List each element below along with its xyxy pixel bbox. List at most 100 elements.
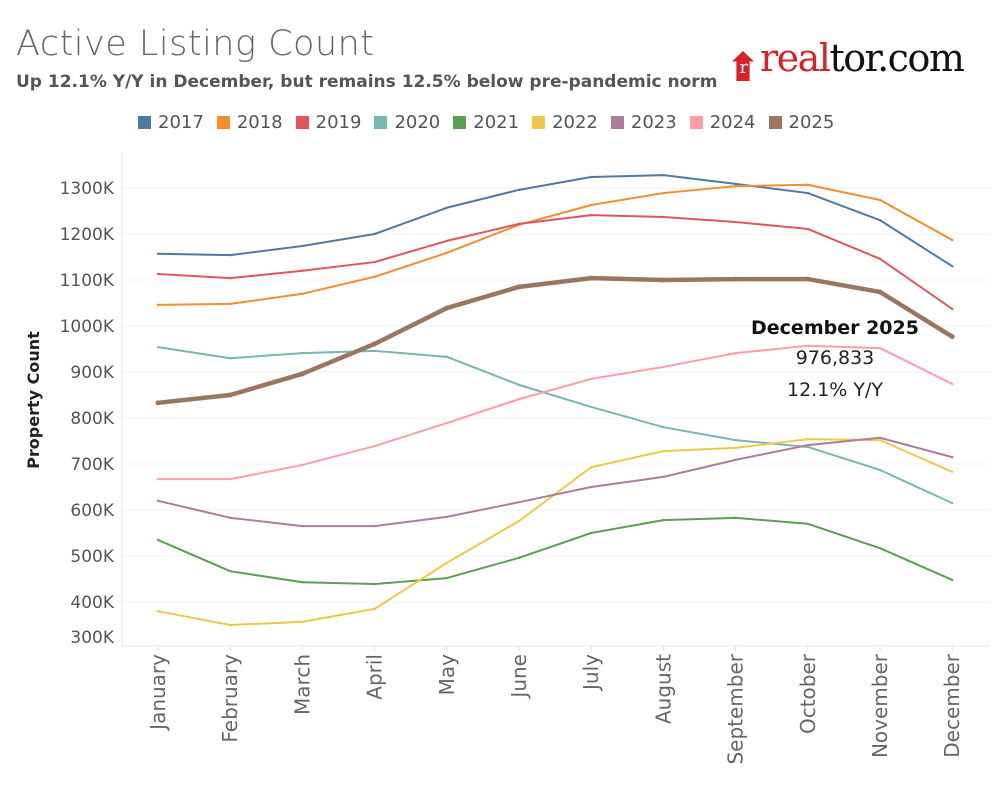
- data-point-2024[interactable]: [373, 444, 376, 448]
- data-point-2024[interactable]: [229, 477, 232, 481]
- data-point-2018[interactable]: [301, 292, 304, 295]
- data-point-2019[interactable]: [662, 215, 665, 219]
- data-point-2017[interactable]: [517, 188, 521, 192]
- data-point-2024[interactable]: [951, 382, 954, 386]
- data-point-2017[interactable]: [229, 253, 232, 257]
- data-point-2021[interactable]: [229, 569, 232, 573]
- data-point-2025[interactable]: [588, 275, 594, 281]
- data-point-2021[interactable]: [445, 576, 448, 580]
- data-point-2025[interactable]: [877, 289, 883, 295]
- data-point-2025[interactable]: [805, 276, 811, 282]
- data-point-2021[interactable]: [301, 581, 304, 584]
- data-point-2021[interactable]: [878, 546, 882, 550]
- data-point-2022[interactable]: [156, 610, 160, 613]
- series-line-2025[interactable]: [157, 275, 954, 406]
- data-point-2022[interactable]: [878, 438, 882, 442]
- data-point-2024[interactable]: [806, 344, 809, 347]
- data-point-2024[interactable]: [590, 377, 593, 381]
- series-line-2024[interactable]: [158, 344, 953, 481]
- data-point-2022[interactable]: [517, 519, 521, 523]
- data-point-2018[interactable]: [951, 238, 954, 242]
- data-point-2018[interactable]: [806, 183, 809, 186]
- data-point-2022[interactable]: [301, 620, 304, 623]
- data-point-2025[interactable]: [733, 276, 739, 282]
- legend-item[interactable]: 2020: [374, 112, 440, 133]
- data-point-2021[interactable]: [590, 531, 593, 535]
- data-point-2019[interactable]: [734, 220, 737, 224]
- data-point-2018[interactable]: [373, 275, 376, 278]
- data-point-2021[interactable]: [156, 538, 160, 542]
- data-point-2020[interactable]: [301, 351, 304, 355]
- data-point-2025[interactable]: [155, 400, 161, 406]
- data-point-2023[interactable]: [806, 443, 809, 447]
- data-point-2025[interactable]: [372, 341, 378, 347]
- data-point-2022[interactable]: [662, 449, 665, 453]
- data-point-2017[interactable]: [156, 252, 160, 255]
- data-point-2022[interactable]: [806, 437, 809, 441]
- data-point-2019[interactable]: [373, 260, 376, 264]
- data-point-2023[interactable]: [229, 516, 232, 520]
- data-point-2025[interactable]: [516, 284, 522, 290]
- data-point-2017[interactable]: [734, 182, 737, 186]
- data-point-2022[interactable]: [951, 470, 954, 474]
- data-point-2023[interactable]: [517, 500, 521, 504]
- data-point-2020[interactable]: [734, 438, 737, 442]
- data-point-2022[interactable]: [590, 466, 593, 469]
- legend-item[interactable]: 2019: [295, 112, 361, 133]
- data-point-2020[interactable]: [590, 405, 593, 409]
- data-point-2024[interactable]: [301, 463, 304, 467]
- data-point-2021[interactable]: [734, 516, 737, 520]
- data-point-2024[interactable]: [878, 346, 882, 350]
- data-point-2017[interactable]: [590, 175, 593, 179]
- data-point-2020[interactable]: [662, 426, 665, 429]
- data-point-2019[interactable]: [951, 307, 954, 311]
- data-point-2019[interactable]: [517, 222, 521, 226]
- data-point-2024[interactable]: [156, 477, 160, 481]
- series-line-2021[interactable]: [157, 516, 953, 586]
- data-point-2017[interactable]: [301, 244, 304, 248]
- data-point-2017[interactable]: [951, 265, 954, 268]
- data-point-2023[interactable]: [734, 458, 737, 462]
- data-point-2019[interactable]: [590, 213, 593, 217]
- data-point-2021[interactable]: [806, 522, 809, 525]
- series-line-2019[interactable]: [157, 214, 953, 310]
- data-point-2022[interactable]: [229, 623, 232, 627]
- data-point-2025[interactable]: [444, 305, 450, 311]
- data-point-2018[interactable]: [878, 198, 882, 202]
- data-point-2022[interactable]: [445, 561, 448, 565]
- data-point-2017[interactable]: [373, 232, 376, 236]
- data-point-2018[interactable]: [734, 184, 737, 188]
- data-point-2024[interactable]: [517, 397, 521, 401]
- data-point-2020[interactable]: [878, 468, 882, 472]
- data-point-2020[interactable]: [806, 445, 809, 449]
- legend-item[interactable]: 2021: [453, 112, 519, 133]
- series-line-2020[interactable]: [157, 346, 953, 505]
- data-point-2019[interactable]: [878, 257, 882, 261]
- data-point-2018[interactable]: [229, 302, 232, 306]
- data-point-2025[interactable]: [660, 277, 666, 283]
- data-point-2020[interactable]: [373, 349, 376, 353]
- data-point-2023[interactable]: [373, 524, 376, 528]
- data-point-2025[interactable]: [949, 334, 955, 340]
- data-point-2022[interactable]: [734, 446, 737, 450]
- data-point-2023[interactable]: [156, 499, 160, 502]
- data-point-2021[interactable]: [951, 578, 954, 582]
- legend-item[interactable]: 2018: [216, 112, 283, 133]
- data-point-2018[interactable]: [445, 251, 448, 255]
- data-point-2019[interactable]: [301, 269, 304, 272]
- data-point-2020[interactable]: [517, 383, 521, 387]
- series-line-2023[interactable]: [157, 436, 953, 528]
- data-point-2019[interactable]: [156, 272, 160, 276]
- data-point-2023[interactable]: [662, 475, 665, 479]
- data-point-2018[interactable]: [156, 303, 160, 307]
- legend-item[interactable]: 2022: [532, 112, 598, 133]
- legend-item[interactable]: 2024: [689, 112, 756, 133]
- data-point-2017[interactable]: [806, 191, 809, 195]
- data-point-2018[interactable]: [590, 203, 593, 207]
- data-point-2023[interactable]: [445, 515, 448, 519]
- data-point-2021[interactable]: [373, 582, 376, 586]
- data-point-2020[interactable]: [156, 345, 160, 349]
- data-point-2023[interactable]: [301, 524, 304, 528]
- data-point-2025[interactable]: [227, 392, 233, 398]
- data-point-2025[interactable]: [299, 371, 305, 377]
